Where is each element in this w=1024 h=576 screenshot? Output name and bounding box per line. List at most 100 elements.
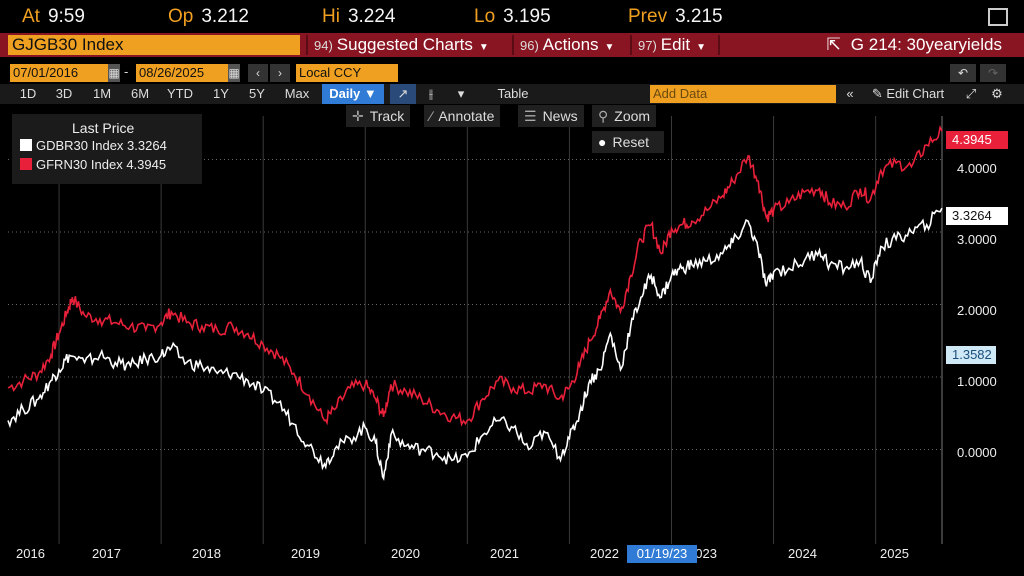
actions-button[interactable]: 96) Actions ▼ [512,35,628,55]
cursor-value-tag: 1.3582 [946,346,996,364]
chart-legend: Last Price GDBR30 Index 3.3264 GFRN30 In… [12,114,202,184]
x-tick-label: 2022 [590,546,619,561]
legend-swatch [20,139,32,151]
edit-num: 97) [638,38,657,53]
hi-label: Hi [322,6,340,27]
hi-value: 3.224 [347,6,396,27]
annotate-button[interactable]: ∕ Annotate [424,105,501,127]
gear-icon[interactable]: ⚙ [991,86,1003,101]
x-tick-label: 2020 [391,546,420,561]
series-line-gdbr30-index [7,207,943,482]
high-price: Hi 3.224 [322,6,396,28]
range-row: 1D 3D 1M 6M YTD 1Y 5Y Max Daily ▼ ↗ ⫲ ▾ … [0,84,1024,104]
prev-value: 3.215 [675,6,723,27]
add-data-input[interactable]: Add Data [650,85,836,103]
legend-swatch [20,158,32,170]
next-period-button[interactable]: › [270,64,290,82]
start-date-field[interactable]: 07/01/2016 [10,64,108,82]
currency-select[interactable]: Local CCY [296,64,398,82]
legend-item: GDBR30 Index 3.3264 [20,138,167,153]
redo-icon[interactable]: ↷ [980,64,1006,82]
range-6m[interactable]: 6M [130,86,150,101]
x-tick-label: 2025 [880,546,909,561]
ticker-field[interactable]: GJGB30 Index [8,35,300,55]
suggested-num: 94) [314,38,333,53]
track-button[interactable]: ✛ Track [346,105,411,127]
track-label: Track [369,108,405,124]
chart-title: ⇱ G 214: 30yearyields [718,35,1016,55]
last-time: At 9:59 [22,6,85,28]
table-button[interactable]: Table [497,86,529,101]
quote-row: At 9:59 Op 3.212 Hi 3.224 Lo 3.195 Prev 3.215 [0,0,1024,32]
x-tick-label: 2016 [16,546,45,561]
open-price: Op 3.212 [168,6,249,28]
y-tick-label: 0.0000 [957,445,997,460]
undo-icon[interactable]: ↶ [950,64,976,82]
x-tick-label: 2021 [490,546,519,561]
line-chart[interactable] [0,104,1024,544]
range-1m[interactable]: 1M [92,86,112,101]
frequency-label: Daily [329,86,361,101]
suggested-label: Suggested Charts [336,35,473,54]
caret-down-icon: ▼ [604,42,615,53]
op-label: Op [168,6,194,27]
pencil-icon: ✎ [871,86,887,101]
y-tick-label: 3.0000 [957,232,997,247]
x-tick-label: 2024 [788,546,817,561]
lo-value: 3.195 [503,6,551,27]
prev-price: Prev 3.215 [628,6,723,28]
calendar-icon[interactable]: ▦ [108,64,120,82]
range-max[interactable]: Max [284,86,310,101]
legend-title: Last Price [72,120,135,136]
share-icon[interactable]: ⇱ [826,35,841,54]
header-bar: GJGB30 Index 94) Suggested Charts ▼ 96) Act… [0,33,1024,57]
suggested-charts-button[interactable]: 94) Suggested Charts ▼ [306,35,510,55]
cursor-date-label: 01/19/23 [627,545,697,563]
expand-icon[interactable]: ⤢ [965,86,977,101]
legend-label: GFRN30 Index 4.3945 [36,157,167,172]
op-value: 3.212 [201,6,249,27]
last-price-tag-white: 3.3264 [946,207,1008,225]
legend-item: GFRN30 Index 4.3945 [20,157,166,172]
range-1d[interactable]: 1D [19,86,37,101]
date-dash: - [124,64,129,79]
range-1y[interactable]: 1Y [213,86,229,101]
range-3d[interactable]: 3D [55,86,73,101]
last-price-tag-red: 4.3945 [946,131,1008,149]
zoom-button[interactable]: ⚲ Zoom [592,105,657,127]
collapse-icon[interactable]: « [846,86,854,101]
x-tick-label: 2018 [192,546,221,561]
range-ytd[interactable]: YTD [167,86,193,101]
range-5y[interactable]: 5Y [249,86,265,101]
actions-label: Actions [542,35,599,54]
prev-period-button[interactable]: ‹ [248,64,268,82]
prev-label: Prev [628,6,668,27]
reset-label: Reset [612,134,650,150]
news-button[interactable]: ☰ News [518,105,584,127]
edit-label: Edit [660,35,691,54]
news-icon: ☰ [524,108,537,124]
news-label: News [542,108,578,124]
reset-button[interactable]: ● Reset [592,131,664,153]
end-date-field[interactable]: 08/26/2025 [136,64,228,82]
frequency-select[interactable]: Daily ▼ [322,84,384,104]
caret-down-icon: ▼ [696,42,706,53]
at-label: At [22,6,40,27]
chart-lines [7,124,943,482]
actions-num: 96) [520,38,539,53]
low-price: Lo 3.195 [474,6,551,28]
x-tick-label: 2017 [92,546,121,561]
series-line-gfrn30-index [7,124,943,427]
popout-icon[interactable] [988,8,1008,26]
calendar-icon[interactable]: ▦ [228,64,240,82]
reset-icon: ● [598,134,607,150]
annotate-label: Annotate [438,108,495,124]
bar-chart-icon[interactable]: ⫲ [428,86,434,101]
chevron-down-icon[interactable]: ▾ [457,86,465,101]
lo-label: Lo [474,6,496,27]
chart-grid [8,116,943,544]
edit-button[interactable]: 97) Edit ▼ [630,35,716,55]
line-chart-icon[interactable]: ↗ [390,84,416,104]
edit-chart-label: Edit Chart [886,86,945,101]
edit-chart-button[interactable]: ✎ Edit Chart [862,84,954,104]
